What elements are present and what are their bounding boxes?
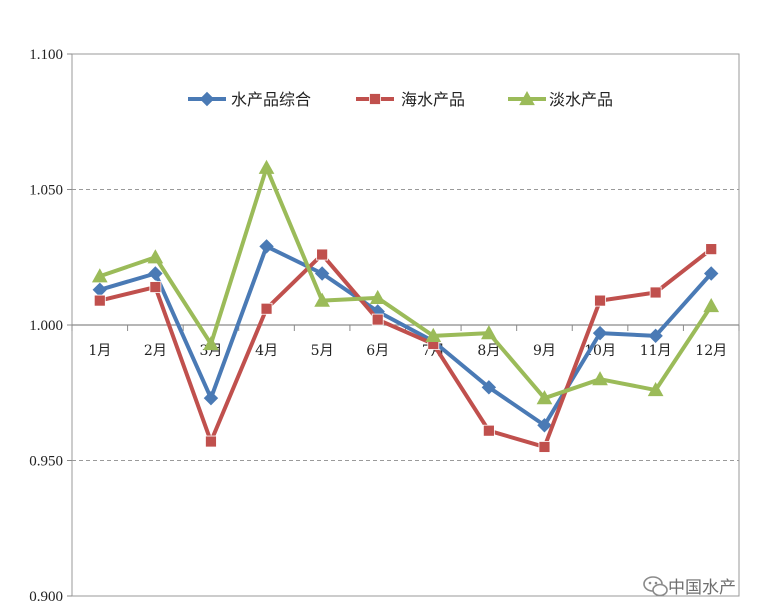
data-point	[371, 313, 384, 326]
data-point	[93, 294, 106, 307]
data-point	[481, 325, 497, 340]
series-3	[91, 159, 720, 405]
x-tick-label: 5月	[311, 343, 334, 359]
data-point	[649, 286, 662, 299]
data-point	[369, 289, 386, 304]
data-point	[425, 327, 442, 342]
x-tick-label: 2月	[144, 343, 167, 359]
legend-label: 水产品综合	[231, 90, 311, 109]
y-tick-label: 1.100	[29, 47, 63, 63]
data-point	[148, 266, 163, 281]
wechat-icon	[643, 576, 668, 597]
legend-item: 海水产品	[356, 90, 465, 109]
legend-label: 淡水产品	[549, 90, 613, 109]
x-tick-label: 12月	[695, 343, 727, 359]
data-point	[316, 248, 329, 261]
legend-item: 淡水产品	[508, 90, 613, 109]
data-point	[536, 390, 553, 405]
data-point	[538, 441, 551, 453]
y-tick-label: 0.900	[29, 589, 63, 605]
x-tick-label: 9月	[533, 343, 556, 359]
data-point	[203, 335, 219, 351]
watermark-text: 中国水产	[668, 578, 736, 598]
data-point	[258, 159, 275, 174]
x-axis-tick-labels: 1月 2月 3月 4月 5月 6月 7月 8月 9月 10月 11月 12月	[88, 343, 727, 359]
legend-marker	[199, 91, 215, 107]
series-line	[97, 244, 714, 428]
data-point	[705, 243, 718, 256]
legend-item: 水产品综合	[188, 90, 311, 109]
series-line	[97, 165, 714, 401]
data-point	[314, 292, 330, 307]
data-point	[91, 268, 108, 283]
data-point	[537, 418, 552, 433]
data-point	[92, 282, 107, 297]
x-tick-label: 1月	[88, 343, 111, 359]
data-point	[203, 390, 219, 406]
data-point	[314, 266, 330, 281]
data-point	[259, 239, 274, 254]
y-axis-tick-labels: 1.100 1.050 1.000 0.950 0.900	[29, 47, 63, 605]
data-point	[147, 249, 164, 264]
data-point	[648, 328, 663, 344]
series-line	[97, 247, 714, 449]
x-tick-label: 8月	[477, 343, 500, 359]
y-tick-label: 0.950	[29, 454, 63, 470]
data-point	[149, 281, 162, 293]
legend: 水产品综合 海水产品 淡水产品	[188, 90, 613, 109]
y-tick-label: 1.050	[29, 183, 63, 199]
watermark: 中国水产	[643, 576, 736, 598]
data-point	[260, 302, 273, 315]
legend-marker	[519, 90, 535, 106]
data-point	[481, 380, 497, 395]
data-point	[704, 266, 719, 281]
data-point	[482, 424, 495, 437]
series-1	[92, 239, 719, 433]
data-point	[592, 371, 608, 386]
data-point	[647, 382, 664, 397]
x-tick-label: 4月	[255, 343, 278, 359]
data-point	[594, 294, 606, 307]
x-tick-label: 11月	[640, 343, 672, 359]
y-tick-label: 1.000	[29, 318, 63, 334]
x-tick-label: 6月	[366, 343, 389, 359]
data-point	[205, 435, 217, 448]
data-point	[703, 298, 720, 313]
legend-label: 海水产品	[401, 90, 465, 109]
legend-marker	[369, 93, 381, 105]
data-series	[91, 159, 720, 453]
data-point	[592, 325, 608, 341]
series-2	[93, 243, 718, 453]
gridlines	[72, 189, 739, 461]
